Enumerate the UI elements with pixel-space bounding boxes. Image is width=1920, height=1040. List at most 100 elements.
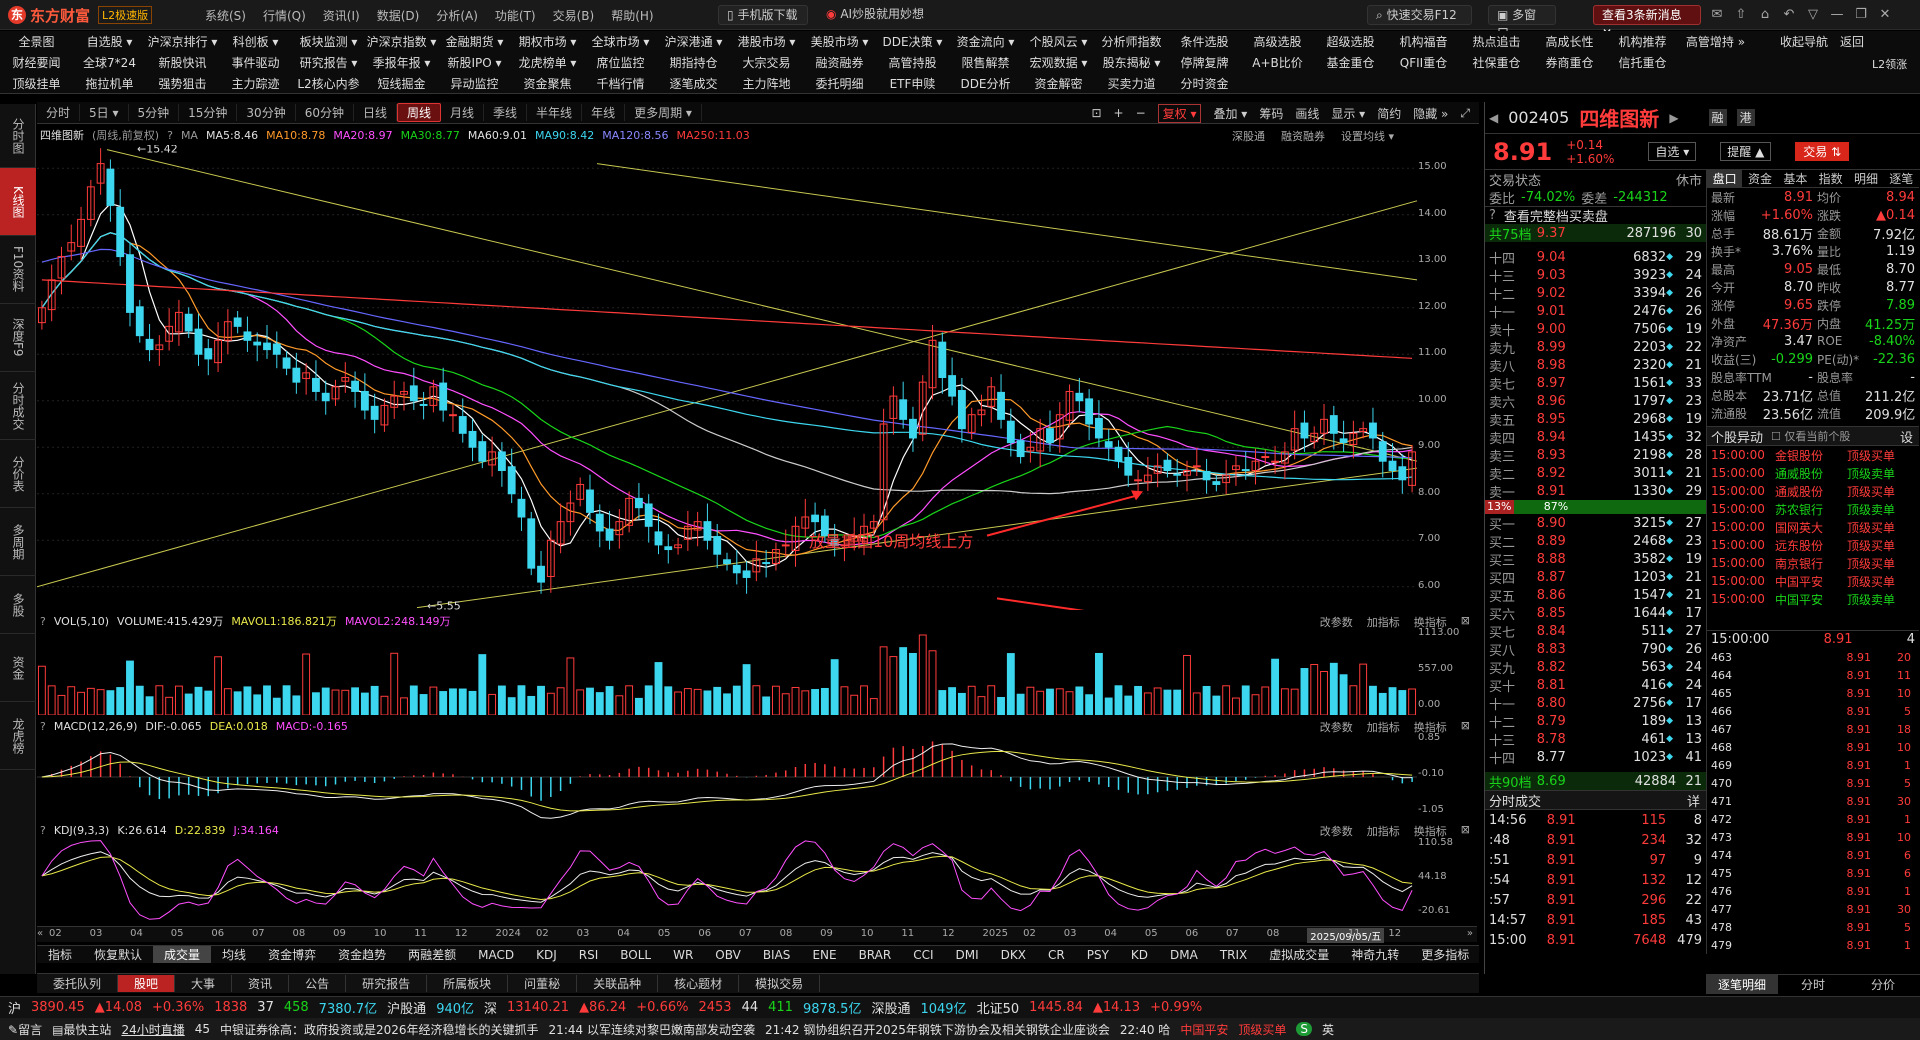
toolbar-item[interactable]: DDE决策 ▾ <box>882 35 943 49</box>
toolbar-item[interactable]: 新股快讯 <box>158 56 207 70</box>
macd-edit-params[interactable]: 改参数 <box>1319 721 1353 734</box>
indicator-tab[interactable]: TRIX <box>1219 947 1248 962</box>
period-tab[interactable]: 更多周期 ▾ <box>625 104 702 121</box>
fullscreen-icon[interactable]: ⤢ <box>1460 105 1470 120</box>
toolbar-item[interactable]: 科创板 ▾ <box>232 35 279 49</box>
bid-row[interactable]: 买十 8.81 416 ◆ 24 <box>1489 677 1702 695</box>
news-item[interactable]: 21:42 钢协组织召开2025年钢铁下游协会及相关钢铁企业座谈会 <box>764 1022 1110 1037</box>
period-tab[interactable]: 日线 <box>354 104 397 121</box>
indicator-tab[interactable]: DMA <box>1170 947 1198 962</box>
bid-row[interactable]: 买八 8.83 790 ◆ 26 <box>1489 641 1702 659</box>
anomaly-settings-button[interactable]: 设 <box>1899 430 1913 446</box>
detail-tab[interactable]: 指数 <box>1818 172 1843 186</box>
indicator-tab[interactable]: BRAR <box>858 947 892 962</box>
display-button[interactable]: 显示 ▾ <box>1331 106 1366 121</box>
bid-row[interactable]: 买一 8.90 3215 ◆ 27 <box>1489 515 1702 533</box>
sz-index[interactable]: 13140.21 <box>507 1000 570 1015</box>
indicator-tab[interactable]: MACD <box>478 947 515 962</box>
macd-switch-indicator[interactable]: 换指标 <box>1413 721 1447 734</box>
kdj-chart[interactable] <box>37 838 1447 920</box>
toolbar-item[interactable]: 信托重仓 <box>1618 56 1667 70</box>
indicator-tab[interactable]: 虚拟成交量 <box>1269 948 1330 962</box>
anomaly-row[interactable]: 15:00:00 苏农银行 顶级卖单 <box>1711 502 1896 517</box>
toolbar-item[interactable]: 沪深港通 ▾ <box>664 35 723 49</box>
ask-row[interactable]: 卖二 8.92 3011 ◆ 21 <box>1489 465 1702 483</box>
ask-row[interactable]: 卖一 8.91 1330 ◆ 29 <box>1489 483 1702 501</box>
period-tab[interactable]: 5分钟 <box>129 104 180 121</box>
toolbar-item[interactable]: 美股市场 ▾ <box>810 35 869 49</box>
toolbar-item[interactable]: 沪深京指数 ▾ <box>366 35 437 49</box>
bid-row[interactable]: 买六 8.85 1644 ◆ 17 <box>1489 605 1702 623</box>
up-arrow-icon[interactable]: ⇧ <box>1735 7 1747 22</box>
detail-tab[interactable]: 明细 <box>1853 172 1878 186</box>
toolbar-item[interactable]: 异动监控 <box>450 76 499 91</box>
bid-row[interactable]: 十二 8.79 189 ◆ 13 <box>1489 713 1702 731</box>
period-tab[interactable]: 5日 ▾ <box>80 104 129 121</box>
toolbar-item[interactable]: DDE分析 <box>960 76 1011 91</box>
toolbar-item[interactable]: 资金聚焦 <box>523 76 572 91</box>
next-stock-icon[interactable]: ▶ <box>1669 110 1679 125</box>
news-item[interactable]: 22:40 哈 <box>1119 1022 1171 1037</box>
collapse-nav-button[interactable]: 收起导航 <box>1780 35 1829 49</box>
indicator-tab[interactable]: DKX <box>1000 947 1026 962</box>
toolbar-item[interactable]: 券商重仓 <box>1545 56 1594 70</box>
alert-button[interactable]: 提醒 ▲ <box>1720 142 1772 161</box>
indicator-tab[interactable]: PSY <box>1086 947 1109 962</box>
toolbar-item[interactable]: 分时资金 <box>1180 76 1229 91</box>
kdj-edit-params[interactable]: 改参数 <box>1319 825 1353 838</box>
tab-tick-detail[interactable]: 逐笔明细 <box>1706 975 1778 994</box>
period-tab[interactable]: 分时 <box>37 104 81 121</box>
detail-button[interactable]: 详 <box>1686 794 1700 810</box>
toolbar-item[interactable]: 融资融券 <box>815 56 864 70</box>
menu-help[interactable]: 帮助(H) <box>611 9 654 23</box>
indicator-tab[interactable]: 神奇九转 <box>1351 948 1400 962</box>
left-nav-item[interactable]: K线图 <box>0 168 36 236</box>
l2-lead-button[interactable]: L2领涨 <box>1872 58 1908 71</box>
toolbar-item[interactable]: 全景图 <box>18 35 55 49</box>
period-tab[interactable]: 30分钟 <box>237 104 296 121</box>
left-nav-item[interactable]: 资金 <box>0 634 36 702</box>
toolbar-item[interactable]: 席位监控 <box>596 56 645 70</box>
toolbar-item[interactable]: 新股IPO ▾ <box>447 56 502 70</box>
help-icon[interactable]: ? <box>40 614 46 628</box>
ask-row[interactable]: 卖四 8.94 1435 ◆ 32 <box>1489 429 1702 447</box>
bid-row[interactable]: 买七 8.84 511 ◆ 27 <box>1489 623 1702 641</box>
info-tab[interactable]: 关联品种 <box>577 975 659 992</box>
indicator-tab[interactable]: 恢复默认 <box>94 948 143 962</box>
plus-icon[interactable]: + <box>1113 106 1124 120</box>
indicator-tab[interactable]: 两融差额 <box>408 948 457 962</box>
ask-row[interactable]: 卖十 9.00 7506 ◆ 19 <box>1489 321 1702 339</box>
toolbar-item[interactable]: 板块监测 ▾ <box>299 35 358 49</box>
detail-tab[interactable]: 基本 <box>1783 172 1808 186</box>
bid-row[interactable]: 十四 8.77 1023 ◆ 41 <box>1489 749 1702 767</box>
period-tab[interactable]: 周线 <box>397 103 442 122</box>
period-tab[interactable]: 季线 <box>484 104 528 121</box>
toolbar-item[interactable]: 财经要闻 <box>12 56 61 70</box>
tab-price[interactable]: 分价 <box>1870 978 1895 992</box>
anomaly-row[interactable]: 15:00:00 通威股份 顶级卖单 <box>1711 466 1896 481</box>
toolbar-item[interactable]: 基金重仓 <box>1326 56 1375 70</box>
shirt-icon[interactable]: ▽ <box>1808 7 1818 22</box>
messages-button[interactable]: 查看3条新消息 ✕ <box>1593 5 1701 40</box>
toolbar-item[interactable]: 分析师指数 <box>1101 35 1162 49</box>
toolbar-item[interactable]: 港股市场 ▾ <box>737 35 796 49</box>
overlay-button[interactable]: 叠加 ▾ <box>1213 106 1248 121</box>
left-nav-item[interactable]: 分价表 <box>0 440 36 508</box>
indicator-tab[interactable]: CCI <box>913 947 934 962</box>
menu-data[interactable]: 数据(D) <box>376 9 420 23</box>
toolbar-item[interactable]: 强势狙击 <box>158 76 207 91</box>
left-nav-item[interactable]: 龙虎榜 <box>0 702 36 770</box>
bid-row[interactable]: 买九 8.82 563 ◆ 24 <box>1489 659 1702 677</box>
adjust-button[interactable]: 复权 ▾ <box>1157 103 1202 123</box>
mobile-download-button[interactable]: ▯ 手机版下载 <box>718 5 808 25</box>
anomaly-row[interactable]: 15:00:00 金银股份 顶级买单 <box>1711 448 1896 463</box>
menu-trade[interactable]: 交易(B) <box>552 9 595 23</box>
toolbar-item[interactable]: 社保重仓 <box>1472 56 1521 70</box>
simple-button[interactable]: 简约 <box>1377 106 1402 121</box>
toolbar-item[interactable]: 短线掘金 <box>377 76 426 91</box>
toolbar-item[interactable]: A+B比价 <box>1252 56 1303 70</box>
kdj-add-indicator[interactable]: 加指标 <box>1366 825 1400 838</box>
info-tab[interactable]: 股吧 <box>118 975 176 992</box>
toolbar-item[interactable]: 大宗交易 <box>742 56 791 70</box>
indicator-tab[interactable]: ENE <box>812 947 837 962</box>
